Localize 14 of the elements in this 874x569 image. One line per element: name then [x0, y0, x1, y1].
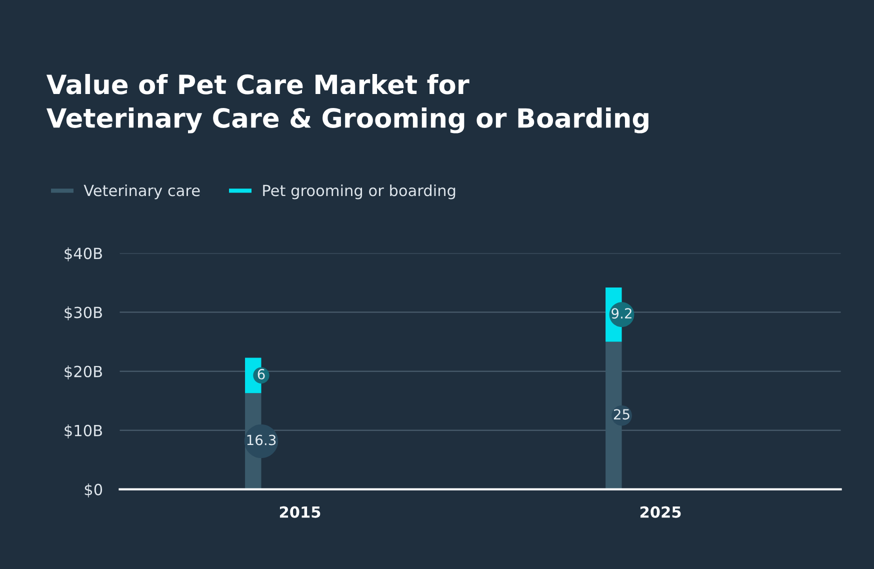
y-tick-label: $0 — [84, 484, 102, 498]
data-label: 6 — [258, 368, 265, 380]
legend-label: Pet grooming or boarding — [263, 184, 456, 200]
data-label: 16.3 — [247, 434, 276, 446]
legend-label: Veterinary care — [84, 184, 200, 200]
data-label: 25 — [614, 409, 630, 420]
chart-title: Value of Pet Care Market for Veterinary Care & Grooming or Boarding — [46, 74, 648, 134]
y-tick-label: $10B — [64, 424, 102, 438]
y-tick-label: $40B — [64, 247, 102, 262]
x-tick-label: 2025 — [640, 506, 681, 518]
data-label: 9.2 — [612, 308, 632, 319]
x-tick-label: 2015 — [280, 506, 320, 518]
y-tick-label: $20B — [64, 365, 102, 380]
y-tick-label: $30B — [64, 306, 102, 320]
